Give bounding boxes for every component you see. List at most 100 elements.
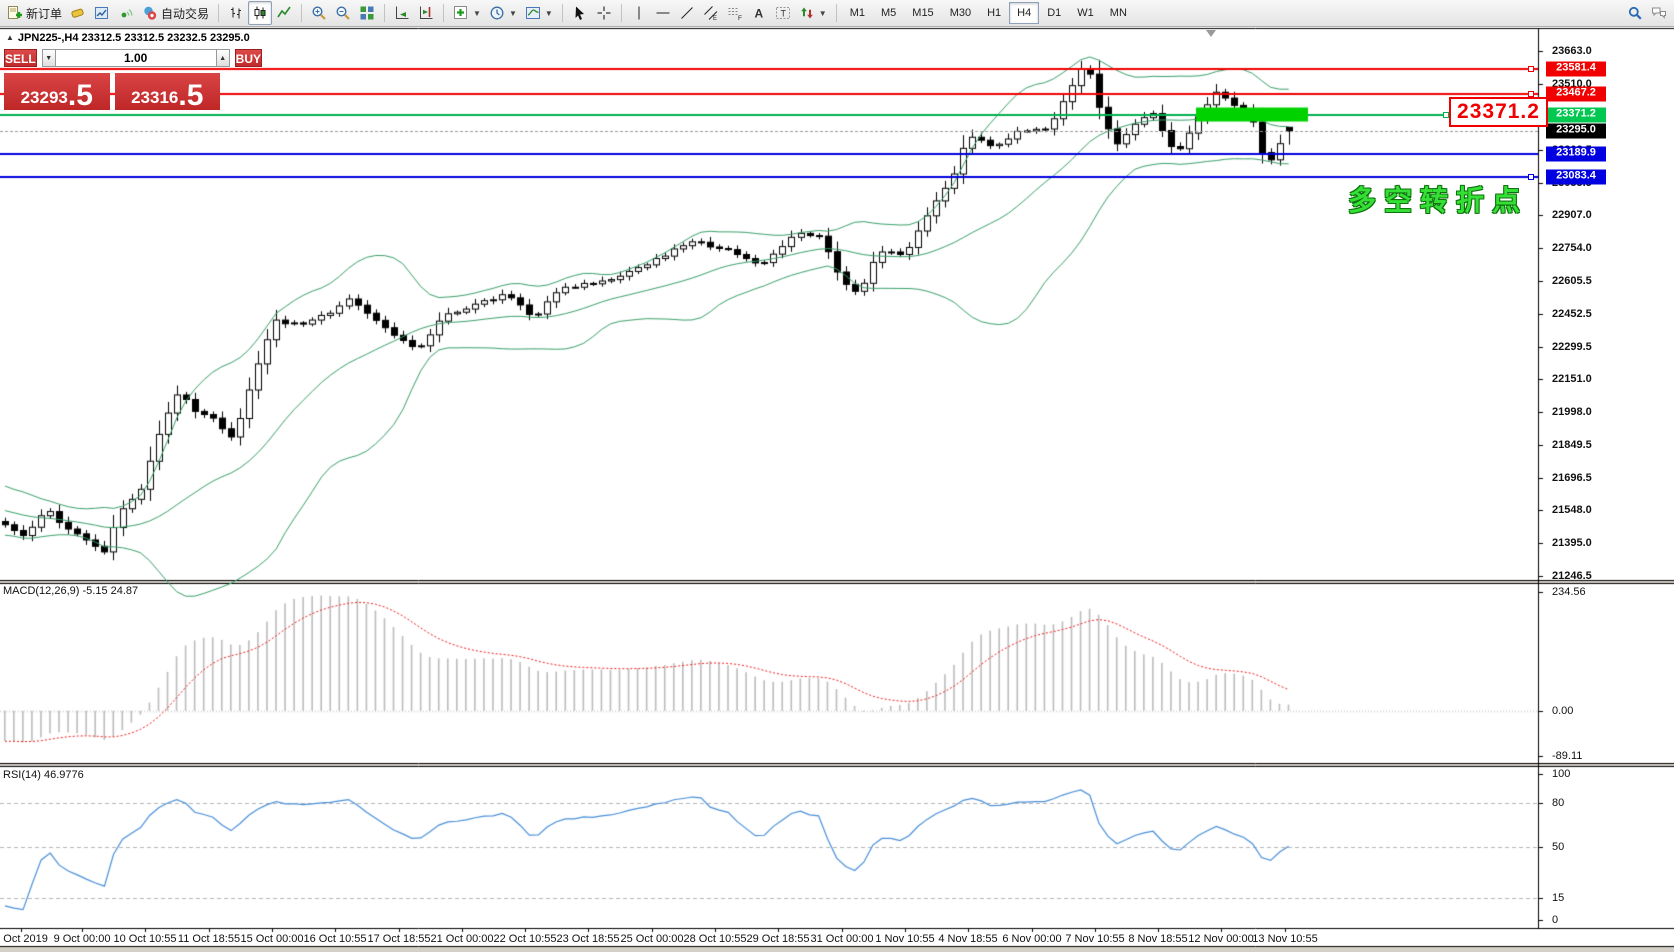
channel-icon: E [703,5,719,21]
tile-windows-button[interactable] [355,1,379,25]
price-callout-annotation[interactable]: 23371.2 [1449,97,1548,127]
arrows-button[interactable]: ▼ [795,1,831,25]
autotrade-icon [142,5,158,21]
search-button[interactable] [1623,1,1647,25]
time-axis-label: 7 Nov 10:55 [1065,933,1125,945]
chat-button[interactable] [1647,1,1671,25]
toolbar-separator [301,4,303,22]
time-axis-label: 22 Oct 10:55 [493,933,557,945]
time-axis-label: 31 Oct 00:00 [810,933,874,945]
time-axis-label: 4 Nov 18:55 [938,933,998,945]
timeframe-mn[interactable]: MN [1109,7,1127,19]
time-axis-label: 23 Oct 18:55 [556,933,620,945]
zoom-in-button[interactable] [307,1,331,25]
macd-name: MACD(12,26,9) [3,585,80,597]
timeframe-d1[interactable]: D1 [1047,7,1062,19]
ask-quote[interactable]: 23316.5 [114,73,220,112]
buy-button[interactable]: BUY [234,49,263,67]
rsi-name: RSI(14) [3,769,41,781]
toolbar-separator [561,4,563,22]
time-axis-label: 29 Oct 18:55 [746,933,810,945]
auto-scroll-button[interactable] [390,1,414,25]
svg-text:A: A [754,7,763,21]
zoom-out-icon [335,5,351,21]
timeframe-m30[interactable]: M30 [949,7,972,19]
time-axis-label: 12 Nov 00:00 [1188,933,1254,945]
time-axis-label: 21 Oct 00:00 [430,933,494,945]
timeframe-w1[interactable]: W1 [1077,7,1094,19]
sell-button[interactable]: SELL [4,49,37,67]
price-axis-tick-label: 21246.5 [1552,569,1592,582]
bid-quote[interactable]: 23293.5 [4,73,110,112]
bar-chart-button[interactable] [224,1,248,25]
time-axis-label: 1 Nov 10:55 [875,933,935,945]
price-axis-tick-label: 22452.5 [1552,307,1592,320]
trendline-button[interactable] [675,1,699,25]
chat-icon [1651,5,1667,21]
line-handle[interactable] [1528,173,1534,180]
collapse-panel-icon[interactable]: ▲ [6,33,14,42]
rsi-axis-tick-label: 15 [1552,892,1565,905]
volume-decrease-button[interactable]: ▼ [41,49,56,67]
signals-button[interactable] [114,1,138,25]
line-handle[interactable] [1528,65,1534,72]
macd-axis-tick-label: 0.00 [1552,704,1574,717]
profile-button[interactable] [66,1,90,25]
turning-point-note[interactable]: 多空转折点 [1348,185,1529,216]
line-handle[interactable] [1443,111,1449,118]
cursor-button[interactable] [568,1,592,25]
rsi-axis-tick-label: 0 [1552,914,1559,926]
vertical-line-button[interactable] [627,1,651,25]
price-axis-tick-label: 21395.0 [1552,537,1592,550]
horizontal-line-button[interactable] [651,1,675,25]
chart-shift-button[interactable] [414,1,438,25]
macd-label: MACD(12,26,9) -5.15 24.87 [3,585,138,597]
new-order-button-label: 新订单 [26,6,63,21]
market-watch-button[interactable] [90,1,114,25]
price-axis-tick-label: 22299.5 [1552,341,1592,354]
time-axis-label: 7 Oct 2019 [0,933,48,945]
text-button[interactable]: A [747,1,771,25]
autotrade-button[interactable]: 自动交易 [138,1,213,25]
volume-increase-button[interactable]: ▲ [215,49,230,67]
dropdown-caret-icon[interactable]: ▼ [508,8,517,18]
new-order-button[interactable]: 新订单 [3,1,66,25]
dropdown-caret-icon[interactable]: ▼ [473,8,481,18]
fibonacci-button[interactable]: F [723,1,747,25]
ask-fraction: .5 [178,79,204,112]
bar-chart-icon [228,5,244,21]
line-chart-button[interactable] [272,1,296,25]
price-axis-tick-label: 21849.5 [1552,438,1592,451]
crosshair-icon [596,5,612,21]
volume-input[interactable] [55,49,216,67]
timeframe-h1[interactable]: H1 [987,7,1002,19]
templates-button[interactable]: ▼ [521,1,557,25]
time-axis-label: 13 Nov 10:55 [1252,933,1318,945]
dropdown-caret-icon[interactable]: ▼ [544,8,553,18]
periods-button[interactable]: ▼ [485,1,521,25]
channel-button[interactable]: E [699,1,723,25]
dropdown-caret-icon[interactable]: ▼ [818,8,827,18]
timeframe-m1[interactable]: M1 [849,7,865,19]
cursor-icon [572,5,588,21]
timeframe-m15[interactable]: M15 [912,7,934,19]
candlestick-button[interactable] [248,1,273,25]
crosshair-button[interactable] [592,1,616,25]
timeframe-h4[interactable]: H4 [1009,2,1040,24]
auto-scroll-icon [394,5,410,21]
time-axis-label: 8 Nov 18:55 [1128,933,1188,945]
chart-shift-marker-icon[interactable] [1206,30,1216,37]
bid-fraction: .5 [67,79,93,112]
macd-axis-tick-label: 234.56 [1552,586,1586,598]
timeframe-m5[interactable]: M5 [881,7,897,19]
text-label-button[interactable]: T [771,1,795,25]
candlestick-icon [252,5,268,21]
zoom-out-button[interactable] [331,1,355,25]
one-click-trading-panel: SELL ▼ ▲ BUY 23293.5 23316.5 [4,49,263,112]
text-a-icon: A [751,5,767,21]
trendline-icon [679,5,695,21]
svg-text:E: E [713,16,717,21]
line-handle[interactable] [1528,90,1534,97]
indicators-button[interactable]: ▼ [449,1,485,25]
